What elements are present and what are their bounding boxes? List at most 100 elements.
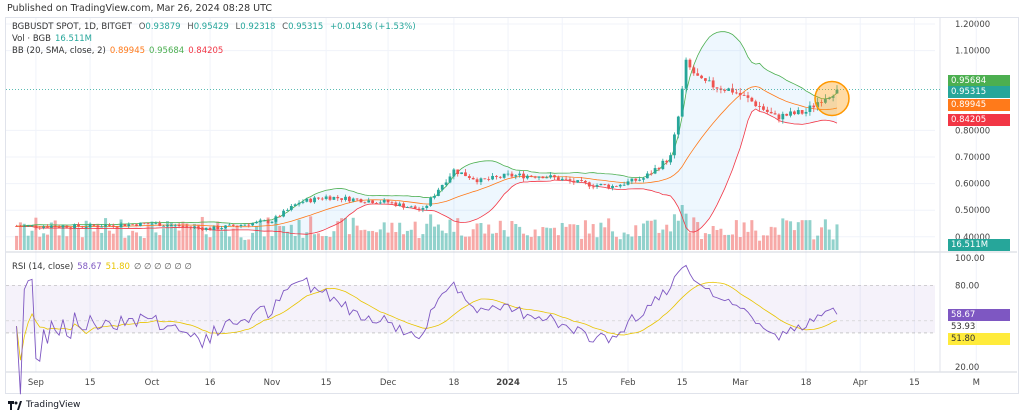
volume-bar xyxy=(332,231,336,250)
candle-body xyxy=(684,59,688,89)
candle-body xyxy=(69,227,73,229)
volume-value: 16.511M xyxy=(54,34,93,44)
volume-bar xyxy=(26,235,30,250)
bb-upper-price-tag: 0.95684 xyxy=(948,75,1010,87)
candle-body xyxy=(351,198,355,202)
volume-bar xyxy=(88,223,92,250)
candle-body xyxy=(84,227,88,228)
volume-bar xyxy=(367,231,371,250)
candle-body xyxy=(197,226,200,228)
candle-body xyxy=(444,182,448,185)
volume-bar xyxy=(487,224,491,250)
tradingview-logo[interactable]: TradingView xyxy=(8,400,80,410)
price-tick-label: 0.70000 xyxy=(955,153,990,163)
time-tick-label: 15 xyxy=(321,378,332,388)
candle-body xyxy=(150,223,154,225)
volume-bar xyxy=(80,237,84,250)
volume-bar xyxy=(293,235,297,250)
volume-bar xyxy=(22,223,26,250)
volume-bar xyxy=(707,234,711,250)
bb-basis-price-tag: 0.89945 xyxy=(948,99,1010,111)
candle-body xyxy=(522,173,525,179)
volume-bar xyxy=(38,236,42,250)
candle-body xyxy=(769,111,773,114)
volume-bar xyxy=(169,222,173,250)
rsi-value: 58.67 xyxy=(77,262,102,272)
candle-body xyxy=(286,209,289,211)
volume-bar xyxy=(761,235,765,250)
rsi-ma-tag: 51.80 xyxy=(948,333,1010,345)
volume-bar xyxy=(498,220,502,250)
volume-bar xyxy=(355,225,359,250)
volume-bar xyxy=(42,233,46,250)
open-value: 0.93879 xyxy=(145,22,181,32)
volume-bar xyxy=(514,224,518,250)
candle-body xyxy=(649,173,653,175)
bb-label: BB (20, SMA, close, 2) xyxy=(12,46,106,56)
candle-body xyxy=(235,225,239,227)
volume-bar xyxy=(692,217,696,250)
candle-body xyxy=(765,109,769,112)
candle-body xyxy=(216,226,220,230)
candle-body xyxy=(278,216,282,218)
candle-body xyxy=(108,225,111,226)
volume-bar xyxy=(572,224,576,250)
bb-lower-value: 0.84205 xyxy=(188,46,224,56)
volume-bar xyxy=(119,219,123,250)
candle-body xyxy=(406,207,409,208)
candle-body xyxy=(568,179,572,181)
volume-bar xyxy=(804,220,808,250)
candle-body xyxy=(638,179,642,181)
volume-bar xyxy=(823,219,827,250)
candle-body xyxy=(599,183,603,186)
candle-body xyxy=(104,225,107,227)
volume-bar xyxy=(738,237,742,250)
volume-bar xyxy=(734,220,738,250)
candle-body xyxy=(487,179,491,180)
volume-bar xyxy=(115,226,119,250)
candle-body xyxy=(533,176,537,178)
low-label: L xyxy=(235,22,241,32)
candle-body xyxy=(429,197,433,206)
volume-bar xyxy=(796,222,800,250)
candle-body xyxy=(185,226,189,228)
volume-bar xyxy=(460,235,464,250)
volume-legend: Vol · BGB 16.511M xyxy=(12,34,96,44)
volume-bar xyxy=(595,237,599,250)
candle-body xyxy=(514,175,518,177)
candle-body xyxy=(742,95,746,96)
volume-bar xyxy=(258,219,262,250)
bb-upper-line xyxy=(16,31,838,227)
volume-bar xyxy=(785,220,789,250)
volume-bar xyxy=(173,226,177,250)
candle-body xyxy=(270,221,274,223)
volume-bar xyxy=(46,234,50,250)
volume-tag: 16.511M xyxy=(948,239,1010,251)
candle-body xyxy=(127,224,131,227)
candle-body xyxy=(491,175,494,180)
rsi-extra-values: ∅ ∅ ∅ ∅ ∅ ∅ xyxy=(133,262,192,272)
candle-body xyxy=(49,225,53,228)
candle-body xyxy=(375,202,378,204)
candle-body xyxy=(398,203,402,206)
volume-bar xyxy=(254,225,258,250)
candle-body xyxy=(251,223,255,226)
bb-lower-price-tag: 0.84205 xyxy=(948,114,1010,126)
volume-bar xyxy=(394,232,398,250)
candle-body xyxy=(556,177,560,181)
candle-body xyxy=(26,225,30,227)
chart-frame[interactable] xyxy=(5,17,1019,394)
candle-body xyxy=(131,224,135,226)
volume-bar xyxy=(653,219,657,250)
volume-bar xyxy=(665,224,669,250)
candle-body xyxy=(255,221,258,224)
volume-bar xyxy=(297,219,301,250)
volume-bar xyxy=(30,230,34,250)
rsi-ma-value: 51.80 xyxy=(105,262,130,272)
volume-bar xyxy=(316,233,320,250)
volume-bar xyxy=(405,230,409,250)
candle-body xyxy=(762,106,765,110)
rsi-tick-label: 80.00 xyxy=(955,281,979,291)
candle-body xyxy=(572,180,576,183)
